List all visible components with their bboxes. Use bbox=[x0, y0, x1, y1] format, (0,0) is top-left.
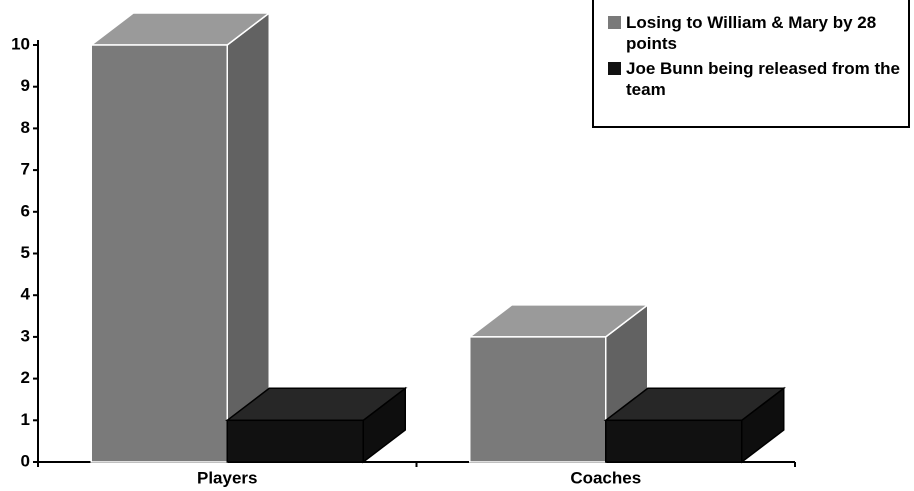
bar-front bbox=[605, 419, 743, 463]
bar-front bbox=[90, 44, 228, 463]
legend: Losing to William & Mary by 28 points Joe… bbox=[592, 0, 910, 128]
y-tick-label: 1 bbox=[21, 410, 30, 429]
legend-label: Joe Bunn being released from the team bbox=[626, 59, 900, 99]
y-tick-label: 8 bbox=[21, 118, 30, 137]
x-tick-label: Players bbox=[197, 468, 258, 487]
bar bbox=[603, 386, 786, 464]
legend-label: Losing to William & Mary by 28 points bbox=[626, 13, 877, 53]
legend-item: Losing to William & Mary by 28 points bbox=[608, 12, 900, 54]
legend-swatch bbox=[608, 16, 621, 29]
bar-front bbox=[226, 419, 364, 463]
bar bbox=[225, 386, 408, 464]
y-tick-label: 7 bbox=[21, 160, 30, 179]
y-tick-label: 0 bbox=[21, 451, 30, 470]
bar bbox=[89, 11, 272, 464]
bar-front bbox=[469, 336, 607, 463]
legend-item: Joe Bunn being released from the team bbox=[608, 58, 900, 100]
y-tick-label: 5 bbox=[21, 243, 30, 262]
y-tick-label: 9 bbox=[21, 76, 30, 95]
y-tick-label: 4 bbox=[21, 285, 31, 304]
y-tick-label: 6 bbox=[21, 201, 30, 220]
x-tick-label: Coaches bbox=[570, 468, 641, 487]
legend-swatch bbox=[608, 62, 621, 75]
y-tick-label: 2 bbox=[21, 368, 30, 387]
y-tick-label: 3 bbox=[21, 326, 30, 345]
y-tick-label: 10 bbox=[11, 34, 30, 53]
